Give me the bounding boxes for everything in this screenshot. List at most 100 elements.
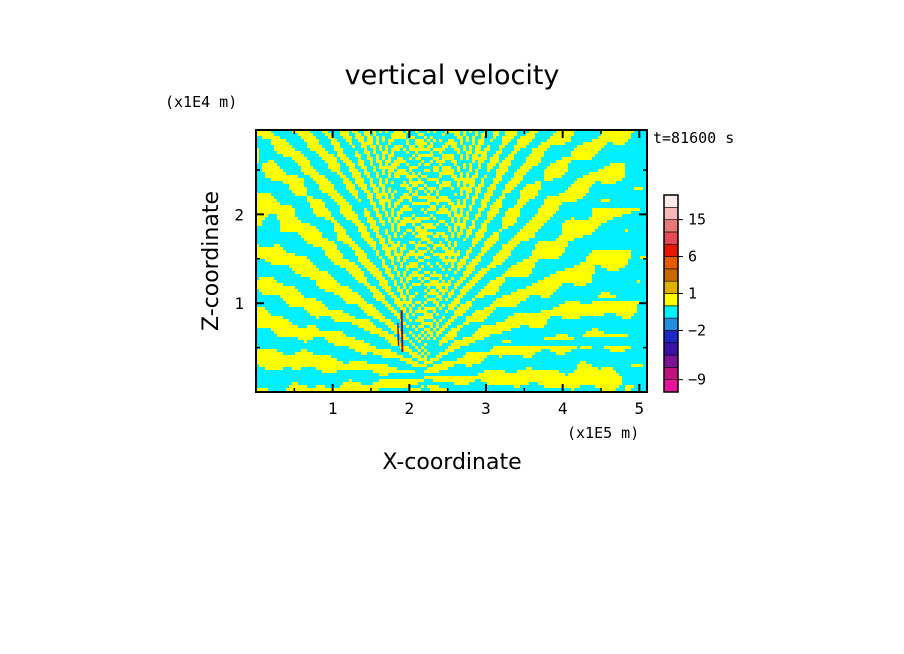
positive-region [451, 160, 457, 163]
positive-region [379, 241, 385, 244]
positive-region [331, 139, 337, 142]
positive-region [448, 304, 457, 307]
positive-region [502, 244, 517, 247]
positive-region [388, 154, 394, 157]
positive-region [556, 238, 574, 241]
positive-region [424, 136, 427, 139]
positive-region [391, 196, 394, 199]
positive-region [316, 280, 337, 283]
positive-region [418, 250, 427, 253]
positive-region [544, 337, 574, 340]
positive-region [376, 157, 379, 160]
positive-region [337, 151, 343, 154]
positive-region [340, 133, 349, 136]
positive-region [472, 142, 475, 145]
positive-region [610, 349, 625, 352]
positive-region [277, 151, 301, 154]
positive-region [415, 139, 424, 142]
positive-region [559, 304, 637, 307]
positive-region [421, 352, 424, 355]
positive-region [424, 295, 427, 298]
x-tick-label: 3 [481, 399, 491, 418]
positive-region [454, 256, 457, 259]
positive-region [319, 187, 334, 190]
positive-region [445, 334, 457, 337]
positive-region [400, 208, 412, 211]
positive-region [487, 265, 496, 268]
positive-region [334, 223, 340, 226]
positive-region [418, 307, 421, 310]
positive-region [319, 154, 334, 157]
positive-region [256, 199, 277, 202]
positive-region [256, 310, 268, 313]
positive-region [379, 130, 382, 133]
positive-region [466, 139, 469, 142]
positive-region [433, 319, 436, 322]
positive-region [367, 136, 373, 139]
positive-region [427, 241, 433, 244]
positive-region [271, 139, 286, 142]
positive-region [478, 229, 487, 232]
positive-region [256, 349, 277, 352]
positive-region [442, 259, 457, 262]
positive-region [433, 235, 439, 238]
colorbar-segment [663, 194, 679, 208]
positive-region [367, 241, 376, 244]
positive-region [445, 262, 448, 265]
positive-region [385, 253, 391, 256]
positive-region [442, 268, 445, 271]
positive-region [397, 286, 400, 289]
positive-region [547, 166, 568, 169]
positive-region [571, 184, 592, 187]
positive-region [541, 142, 565, 145]
positive-region [289, 184, 304, 187]
positive-region [538, 208, 559, 211]
positive-region [337, 154, 346, 157]
positive-region [313, 178, 328, 181]
positive-region [499, 229, 502, 232]
positive-region [559, 235, 583, 238]
positive-region [517, 199, 529, 202]
positive-region [505, 157, 514, 160]
positive-region [433, 364, 454, 367]
positive-region [379, 184, 385, 187]
positive-region [277, 214, 295, 217]
positive-region [415, 130, 418, 133]
positive-region [382, 244, 388, 247]
positive-region [262, 166, 280, 169]
positive-region [382, 136, 385, 139]
positive-region [451, 301, 460, 304]
positive-region [346, 139, 352, 142]
positive-region [301, 136, 316, 139]
positive-region [565, 220, 607, 223]
positive-region [463, 130, 466, 133]
positive-region [400, 346, 409, 349]
positive-region [391, 229, 394, 232]
positive-region [403, 205, 409, 208]
positive-region [421, 322, 433, 325]
positive-region [409, 331, 412, 334]
positive-region [496, 298, 526, 301]
positive-region [397, 316, 400, 319]
positive-region [382, 157, 385, 160]
positive-region [349, 142, 352, 145]
positive-region [457, 280, 463, 283]
positive-region [400, 262, 403, 265]
positive-region [454, 178, 475, 181]
positive-region [442, 325, 448, 328]
positive-region [439, 139, 442, 142]
positive-region [604, 346, 631, 349]
positive-region [352, 322, 373, 325]
positive-region [373, 229, 379, 232]
positive-region [475, 232, 484, 235]
positive-region [373, 382, 418, 385]
positive-region [409, 136, 415, 139]
positive-region [256, 313, 271, 316]
positive-region [394, 130, 403, 133]
positive-region [376, 232, 379, 235]
positive-region [571, 154, 595, 157]
positive-region [358, 184, 367, 187]
x-unit-label: (x1E5 m) [567, 424, 639, 442]
positive-region [406, 229, 412, 232]
positive-region [400, 196, 412, 199]
